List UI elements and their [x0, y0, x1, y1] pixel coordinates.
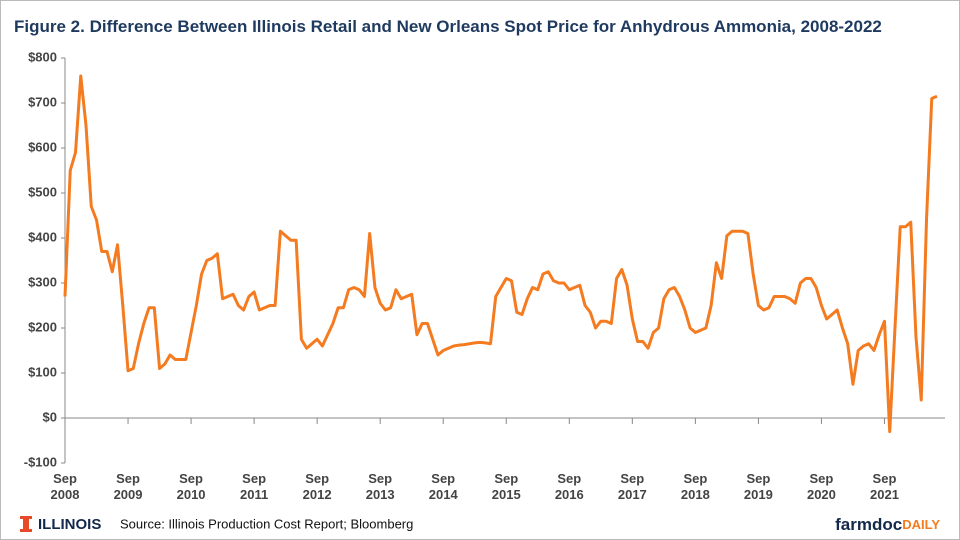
x-tick-label-line: 2008	[51, 487, 80, 502]
y-tick-label: $600	[28, 139, 57, 154]
x-tick-label-line: Sep	[746, 471, 770, 486]
x-tick-label-line: 2013	[366, 487, 395, 502]
x-tick-label-line: Sep	[873, 471, 897, 486]
x-tick-label-line: 2017	[618, 487, 647, 502]
x-tick-label-line: Sep	[557, 471, 581, 486]
y-tick-label: $700	[28, 94, 57, 109]
x-tick-label-line: 2021	[870, 487, 899, 502]
y-tick-label: $500	[28, 184, 57, 199]
logo-part: farmdoc	[835, 515, 902, 534]
series-line	[63, 74, 938, 433]
x-tick-label: Sep 2014	[429, 471, 459, 502]
x-tick-label: Sep 2013	[366, 471, 395, 502]
x-tick-label: Sep 2010	[177, 471, 206, 502]
x-tick-label-line: 2018	[681, 487, 710, 502]
illinois-logo: ILLINOIS	[20, 516, 101, 533]
x-tick-label: Sep 2015	[492, 471, 521, 502]
x-tick-label-line: 2016	[555, 487, 584, 502]
x-tick-label-line: 2009	[114, 487, 143, 502]
x-tick-label: Sep 2012	[303, 471, 332, 502]
y-tick-label: $0	[43, 409, 57, 424]
x-tick-label-line: Sep	[368, 471, 392, 486]
x-tick-label-line: Sep	[53, 471, 77, 486]
logo-icon	[20, 516, 32, 532]
x-tick-label: Sep 2017	[618, 471, 647, 502]
y-tick-label: $800	[28, 49, 57, 64]
y-tick-label: -$100	[24, 454, 57, 469]
x-tick-label: Sep 2009	[114, 471, 143, 502]
x-tick-label: Sep 2019	[744, 471, 773, 502]
x-tick-label-line: 2019	[744, 487, 773, 502]
x-tick-label: Sep 2020	[807, 471, 836, 502]
x-tick-label-line: Sep	[116, 471, 140, 486]
y-tick-label: $100	[28, 364, 57, 379]
x-tick-label: Sep 2011	[240, 471, 268, 502]
x-tick-label-line: Sep	[810, 471, 834, 486]
x-tick-label-line: Sep	[242, 471, 266, 486]
y-tick-label: $400	[28, 229, 57, 244]
logo-part: DAILY	[902, 517, 940, 532]
x-tick-label: Sep 2021	[870, 471, 899, 502]
x-tick-label-line: 2020	[807, 487, 836, 502]
x-tick-label-line: Sep	[179, 471, 203, 486]
x-tick-label-line: 2015	[492, 487, 521, 502]
x-tick-label-line: Sep	[305, 471, 329, 486]
x-tick-label: Sep 2016	[555, 471, 584, 502]
x-tick-label-line: Sep	[431, 471, 455, 486]
y-tick-label: $200	[28, 319, 57, 334]
x-tick-label-line: 2011	[240, 487, 268, 502]
y-tick-label: $300	[28, 274, 57, 289]
x-tick-label: Sep 2018	[681, 471, 710, 502]
x-tick-label-line: 2012	[303, 487, 332, 502]
x-tick-label-line: 2010	[177, 487, 206, 502]
source: Source: Illinois Production Cost Report;…	[120, 516, 413, 531]
x-tick-label: Sep 2008	[51, 471, 80, 502]
farmdoc-logo: farmdocDAILY	[835, 515, 940, 534]
x-tick-label-line: Sep	[620, 471, 644, 486]
x-tick-label-line: 2014	[429, 487, 459, 502]
x-tick-label-line: Sep	[494, 471, 518, 486]
x-tick-label-line: Sep	[683, 471, 707, 486]
logo-text: ILLINOIS	[38, 516, 101, 533]
chart-title: Figure 2. Difference Between Illinois Re…	[14, 17, 882, 36]
